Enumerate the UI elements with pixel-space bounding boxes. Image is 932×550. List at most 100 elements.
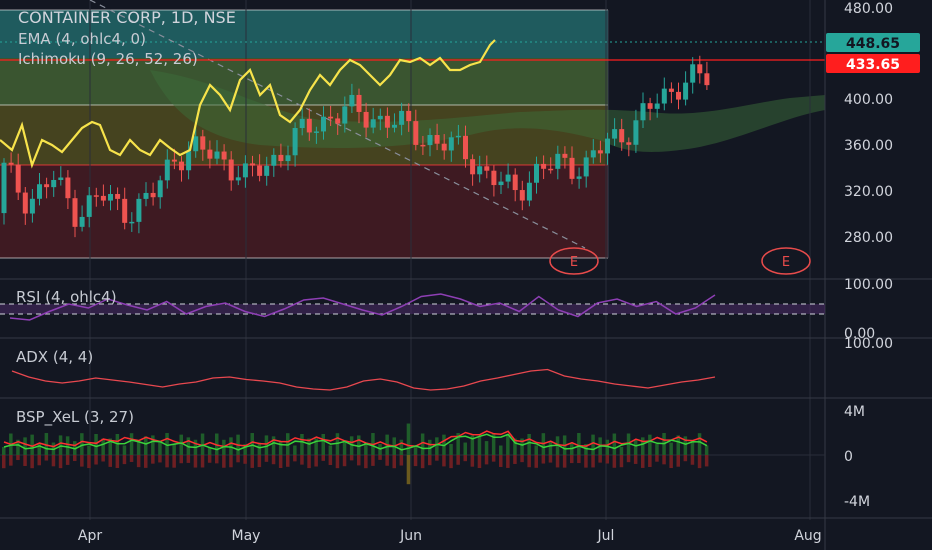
bsp-sell-bar	[321, 455, 325, 461]
bsp-buy-bar	[477, 436, 482, 455]
candle-down	[221, 151, 227, 160]
bsp-sell-bar	[278, 455, 283, 469]
candle-up	[129, 221, 135, 224]
bsp-sell-bar	[236, 455, 240, 463]
bsp-sell-bar	[648, 455, 652, 467]
bsp-buy-bar	[23, 437, 27, 455]
bsp-buy-bar	[470, 435, 475, 455]
candle-up	[193, 136, 199, 152]
candle-down	[65, 177, 71, 199]
rsi-pane[interactable]	[0, 293, 825, 321]
bsp-sell-bar	[357, 455, 361, 466]
adx-legend[interactable]: ADX (4, 4)	[16, 348, 93, 366]
bsp-buy-bar	[207, 446, 212, 455]
bsp-buy-bar	[165, 433, 169, 455]
earnings-label: E	[570, 255, 578, 270]
level-price-badge: 433.65	[826, 54, 920, 73]
bsp-sell-bar	[435, 455, 439, 461]
candle-down	[363, 111, 369, 128]
candle-up	[399, 110, 405, 125]
bsp-sell-bar	[51, 455, 56, 467]
bsp-sell-bar	[115, 455, 120, 468]
bsp-sell-bar	[44, 455, 49, 461]
bsp-sell-bar	[108, 455, 112, 467]
candle-down	[328, 116, 334, 119]
bsp-sell-bar	[413, 455, 418, 467]
bsp-buy-bar	[328, 445, 333, 455]
candle-down	[356, 94, 362, 112]
bsp-sell-bar	[555, 455, 560, 468]
earnings-marker-2[interactable]: E	[761, 247, 811, 275]
bsp-sell-bar	[420, 455, 425, 469]
bsp-legend[interactable]: BSP_XeL (3, 27)	[16, 408, 134, 427]
time-axis[interactable]: Apr May Jun Jul Aug	[78, 528, 822, 544]
candle-down	[335, 118, 341, 124]
bsp-buy-bar	[420, 433, 425, 455]
candle-down	[676, 91, 681, 100]
bsp-buy-bar	[413, 446, 418, 455]
bsp-sell-bar	[136, 455, 141, 468]
bsp-buy-bar	[449, 443, 453, 455]
bsp-sell-bar	[655, 455, 659, 462]
bsp-buy-bar	[129, 433, 134, 455]
bsp-buy-bar	[144, 436, 148, 455]
adx-pane[interactable]	[11, 368, 716, 391]
time-tick: Apr	[78, 528, 102, 544]
rsi-legend[interactable]: RSI (4, ohlc4)	[16, 288, 117, 306]
price-axis[interactable]: 480.00 400.00 360.00 320.00 280.00 100.0…	[844, 1, 893, 510]
candle-down	[704, 73, 710, 86]
candle-up	[455, 135, 461, 138]
ichimoku-legend[interactable]: Ichimoku (9, 26, 52, 26)	[18, 50, 198, 68]
candle-up	[136, 198, 142, 222]
rsi-tick: 0.00	[844, 326, 875, 342]
bsp-sell-bar	[697, 455, 702, 469]
candle-up	[313, 131, 319, 133]
bsp-buy-bar	[456, 433, 460, 455]
candle-up	[51, 179, 57, 188]
candle-up	[612, 129, 618, 139]
bsp-sell-bar	[683, 455, 688, 462]
bsp-sell-bar	[243, 455, 247, 464]
bsp-sell-bar	[257, 455, 262, 468]
bsp-sell-bar	[37, 455, 41, 466]
candle-down	[463, 135, 468, 160]
bsp-sell-bar	[704, 455, 709, 467]
bsp-buy-bar	[87, 445, 91, 455]
bsp-buy-bar	[697, 433, 702, 455]
candle-down	[597, 150, 603, 154]
bsp-sell-bar	[619, 455, 624, 468]
candle-down	[250, 163, 255, 166]
bsp-pane[interactable]	[0, 423, 825, 485]
bsp-sell-bar	[23, 455, 27, 466]
bsp-sell-bar	[9, 455, 13, 466]
earnings-circle	[761, 247, 811, 275]
bsp-sell-bar	[271, 455, 276, 465]
bsp-buy-bar	[676, 435, 680, 455]
candle-up	[392, 124, 397, 128]
candle-down	[491, 170, 497, 186]
bsp-sell-bar	[499, 455, 503, 467]
candle-down	[541, 163, 547, 169]
bsp-buy-bar	[271, 436, 276, 455]
candle-down	[668, 88, 674, 92]
earnings-marker-1[interactable]: E	[549, 247, 599, 275]
candle-down	[179, 161, 184, 171]
candle-up	[37, 184, 42, 199]
time-tick: Aug	[794, 528, 821, 544]
ema-line	[0, 39, 496, 169]
candle-down	[207, 149, 213, 159]
price-tick: 400.00	[844, 92, 893, 108]
earnings-label: E	[782, 255, 790, 270]
candle-up	[58, 177, 64, 180]
candle-up	[285, 155, 291, 162]
candle-down	[384, 115, 390, 128]
candle-up	[690, 64, 696, 83]
ema-legend[interactable]: EMA (4, ohlc4, 0)	[18, 30, 146, 48]
bsp-sell-bar	[65, 455, 70, 465]
time-tick: Jul	[597, 528, 615, 544]
candle-down	[278, 154, 284, 162]
candle-up	[427, 134, 433, 146]
bsp-buy-bar	[357, 435, 361, 455]
candle-down	[93, 195, 99, 197]
